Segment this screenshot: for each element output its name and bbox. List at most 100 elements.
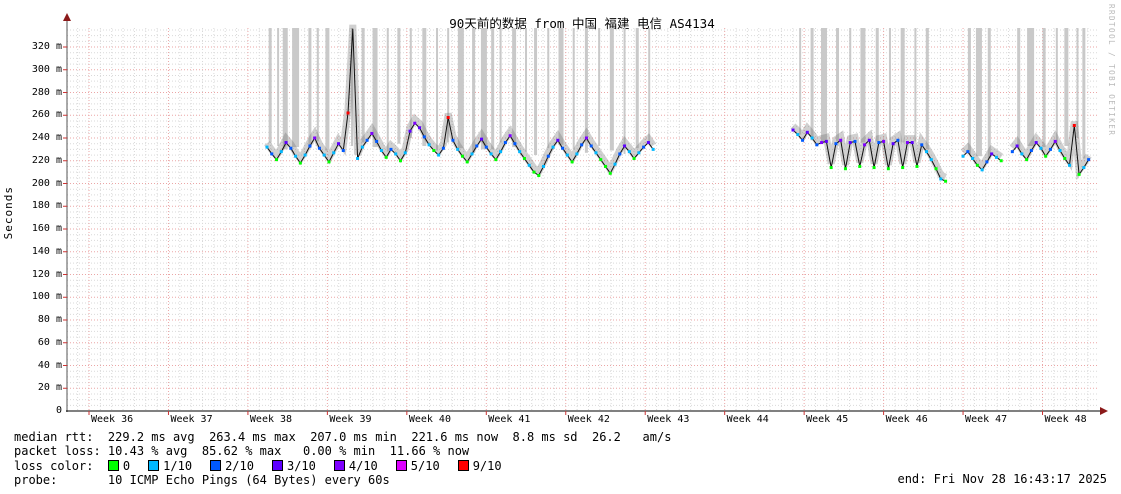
loss-dot [394, 152, 398, 156]
loss-dot [275, 158, 279, 162]
loss-legend-label: 1/10 [163, 458, 193, 473]
loss-bar [1027, 28, 1035, 146]
loss-color-swatch-icon [271, 460, 283, 472]
rrdtool-watermark: RRDTOOL / TOBI OETIKER [1107, 4, 1116, 137]
y-tick-label: 220 m [31, 154, 62, 166]
loss-dot [546, 154, 550, 158]
loss-color-swatch-icon [457, 460, 469, 472]
loss-dot [537, 174, 541, 178]
loss-bar [849, 28, 852, 141]
loss-dot [929, 158, 933, 162]
loss-dot [441, 146, 445, 150]
loss-bar [1076, 28, 1079, 138]
loss-dot [408, 129, 412, 133]
loss-legend-item: 3/10 [271, 459, 316, 473]
loss-bar [409, 28, 412, 138]
loss-dot [460, 154, 464, 158]
loss-dot [1020, 152, 1024, 156]
loss-dot [427, 143, 431, 147]
loss-bar [325, 28, 330, 151]
loss-bar [436, 28, 439, 151]
packet-loss-stats: packet loss: 10.43 % avg 85.62 % max 0.0… [14, 444, 470, 459]
loss-legend-label: 0 [122, 458, 131, 473]
loss-dot [863, 143, 867, 147]
loss-dot [542, 164, 546, 168]
loss-dot [810, 136, 814, 140]
loss-dot [599, 158, 603, 162]
end-timestamp: end: Fri Nov 28 16:43:17 2025 [897, 472, 1107, 486]
loss-dot [294, 154, 298, 158]
loss-dot [646, 141, 650, 145]
loss-dot [1077, 172, 1081, 176]
loss-dot [613, 162, 617, 166]
loss-dot [971, 156, 975, 160]
y-tick-label: 240 m [31, 132, 62, 143]
chart-title: 90天前的数据 from 中国 福建 电信 AS4134 [449, 16, 715, 31]
loss-legend-label: 2/10 [225, 458, 254, 473]
loss-dot [370, 131, 374, 135]
x-tick-label: Week 42 [567, 414, 610, 425]
loss-dot [503, 141, 507, 145]
loss-dot [603, 164, 607, 168]
loss-bar [351, 28, 354, 146]
loss-bar [975, 28, 982, 157]
loss-dot [824, 139, 828, 143]
loss-bar [572, 28, 575, 150]
loss-dot [1025, 158, 1029, 162]
loss-dot [551, 145, 555, 149]
loss-dot [341, 149, 345, 153]
loss-bar [609, 28, 614, 151]
loss-bar [648, 28, 651, 144]
y-tick-label: 80 m [37, 314, 62, 325]
loss-dot [980, 168, 984, 172]
x-tick-label: Week 46 [885, 414, 928, 425]
loss-dot [1029, 149, 1033, 153]
loss-dot [279, 150, 283, 154]
loss-dot [994, 155, 998, 159]
y-tick-label: 120 m [31, 268, 62, 280]
loss-bar [361, 28, 365, 143]
x-tick-label: Week 36 [91, 414, 134, 425]
loss-bar [277, 28, 280, 146]
loss-bar [925, 28, 929, 150]
loss-dot [1044, 154, 1048, 158]
loss-dot [589, 144, 593, 148]
loss-bar [422, 28, 427, 146]
loss-dot [820, 141, 824, 145]
loss-bar [1064, 28, 1069, 146]
loss-dot [470, 152, 474, 156]
loss-dot [413, 121, 417, 125]
loss-dot [834, 142, 838, 146]
loss-dot [375, 139, 379, 143]
loss-bar [967, 28, 971, 154]
loss-dot [839, 138, 843, 142]
loss-color-swatch-icon [107, 460, 119, 472]
loss-dot [475, 144, 479, 148]
loss-dot [532, 170, 536, 174]
y-tick-label: 200 m [31, 177, 62, 189]
loss-legend-item: 9/10 [457, 459, 502, 473]
loss-dot [437, 153, 441, 157]
loss-color-legend: loss color: 0 1/10 2/10 3/10 4/10 5/10 9/10 [14, 459, 671, 473]
loss-bar [282, 28, 288, 150]
loss-dot [796, 133, 800, 137]
loss-bar [598, 28, 601, 146]
loss-dot [527, 163, 531, 167]
loss-bar [623, 28, 626, 154]
loss-bar [888, 28, 891, 141]
loss-dot [920, 143, 924, 147]
loss-color-swatch-icon [333, 460, 345, 472]
loss-bar [547, 28, 550, 149]
probe-info: probe: 10 ICMP Echo Pings (64 Bytes) eve… [14, 473, 390, 488]
x-tick-label: Week 47 [965, 414, 1008, 425]
loss-dot [418, 126, 422, 130]
loss-bar [836, 28, 840, 142]
x-tick-label: Week 40 [408, 414, 451, 425]
loss-dot [499, 150, 503, 154]
loss-dot [1048, 147, 1052, 151]
loss-legend-item: 2/10 [210, 459, 254, 473]
loss-dot [1053, 139, 1057, 143]
loss-bar [308, 28, 312, 149]
y-tick-label: 20 m [37, 382, 62, 394]
